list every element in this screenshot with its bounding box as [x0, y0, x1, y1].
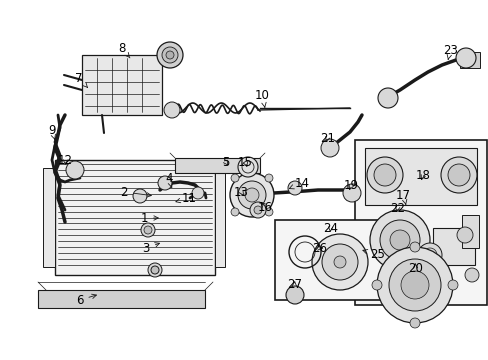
Circle shape	[440, 157, 476, 193]
Circle shape	[192, 187, 203, 199]
Text: 18: 18	[415, 168, 430, 181]
Circle shape	[379, 220, 419, 260]
Circle shape	[151, 266, 159, 274]
Circle shape	[238, 157, 258, 177]
Bar	[38, 290, 204, 308]
Circle shape	[388, 259, 440, 311]
Bar	[215, 168, 224, 267]
Bar	[55, 160, 215, 275]
Circle shape	[366, 157, 402, 193]
Circle shape	[66, 161, 84, 179]
Circle shape	[311, 234, 367, 290]
Text: 1: 1	[140, 212, 158, 225]
Text: 15: 15	[238, 156, 252, 168]
Circle shape	[230, 174, 239, 182]
Circle shape	[148, 263, 162, 277]
Text: 24: 24	[323, 221, 337, 234]
Text: 2: 2	[120, 185, 151, 198]
Bar	[354, 140, 486, 305]
Bar	[43, 168, 55, 267]
Text: 21: 21	[319, 131, 334, 144]
Circle shape	[162, 47, 178, 63]
Circle shape	[285, 286, 304, 304]
Circle shape	[342, 184, 360, 202]
Bar	[461, 215, 478, 248]
Circle shape	[400, 271, 428, 299]
Circle shape	[369, 210, 429, 270]
Text: 27: 27	[286, 279, 302, 292]
Circle shape	[376, 247, 452, 323]
Text: 25: 25	[362, 248, 384, 261]
Circle shape	[389, 230, 409, 250]
Circle shape	[253, 206, 262, 214]
Circle shape	[244, 188, 259, 202]
Circle shape	[371, 280, 381, 290]
Circle shape	[230, 208, 239, 216]
Circle shape	[321, 244, 357, 280]
Bar	[175, 158, 260, 173]
Bar	[364, 148, 476, 205]
Text: 10: 10	[254, 89, 269, 107]
Circle shape	[249, 202, 265, 218]
Circle shape	[133, 189, 147, 203]
Bar	[459, 52, 479, 68]
Circle shape	[464, 268, 478, 282]
Text: 4: 4	[164, 171, 172, 188]
Circle shape	[287, 181, 302, 195]
Circle shape	[264, 208, 272, 216]
Circle shape	[373, 164, 395, 186]
Text: 20: 20	[407, 261, 422, 274]
Text: 16: 16	[258, 201, 272, 213]
Circle shape	[447, 164, 469, 186]
Circle shape	[238, 181, 265, 209]
Circle shape	[163, 102, 180, 118]
Text: 23: 23	[442, 44, 457, 59]
Circle shape	[456, 227, 472, 243]
Text: 5: 5	[222, 156, 229, 168]
Circle shape	[229, 173, 273, 217]
Circle shape	[264, 174, 272, 182]
Circle shape	[417, 243, 441, 267]
Circle shape	[377, 88, 397, 108]
Text: 19: 19	[343, 179, 358, 192]
Text: 8: 8	[118, 41, 130, 58]
Text: 3: 3	[142, 242, 159, 255]
Text: 26: 26	[311, 242, 326, 255]
Text: 9: 9	[48, 123, 55, 139]
Bar	[274, 220, 389, 300]
Circle shape	[157, 42, 183, 68]
Text: 6: 6	[76, 293, 96, 306]
Circle shape	[409, 318, 419, 328]
Bar	[432, 228, 474, 265]
Text: 22: 22	[389, 202, 404, 215]
Circle shape	[141, 223, 155, 237]
Circle shape	[165, 51, 174, 59]
Text: 7: 7	[75, 72, 87, 87]
Text: 13: 13	[234, 185, 248, 198]
Circle shape	[320, 139, 338, 157]
Text: 14: 14	[289, 176, 309, 189]
Circle shape	[333, 256, 346, 268]
Text: 11: 11	[176, 192, 197, 204]
Bar	[82, 55, 162, 115]
Circle shape	[447, 280, 457, 290]
Circle shape	[158, 176, 172, 190]
Circle shape	[143, 226, 152, 234]
Text: 17: 17	[395, 189, 410, 204]
Text: 12: 12	[58, 153, 73, 166]
Circle shape	[409, 242, 419, 252]
Circle shape	[455, 48, 475, 68]
